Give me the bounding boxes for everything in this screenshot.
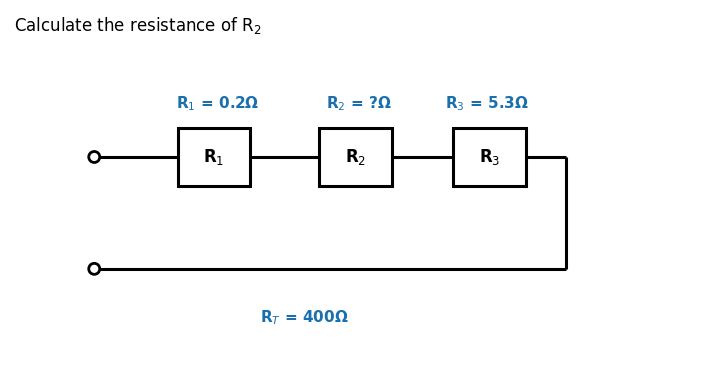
- FancyBboxPatch shape: [319, 128, 392, 186]
- Text: R$_3$ = 5.3Ω: R$_3$ = 5.3Ω: [445, 94, 529, 113]
- FancyBboxPatch shape: [453, 128, 526, 186]
- Text: R$_1$: R$_1$: [203, 147, 225, 167]
- Text: R$_1$ = 0.2Ω: R$_1$ = 0.2Ω: [175, 94, 260, 113]
- Ellipse shape: [88, 152, 100, 162]
- Text: R$_2$: R$_2$: [344, 147, 366, 167]
- Text: R$_T$ = 400Ω: R$_T$ = 400Ω: [260, 308, 349, 327]
- Text: R$_3$: R$_3$: [478, 147, 500, 167]
- Text: Calculate the resistance of R$_2$: Calculate the resistance of R$_2$: [14, 15, 262, 36]
- Ellipse shape: [88, 263, 100, 274]
- Text: R$_2$ = ?Ω: R$_2$ = ?Ω: [326, 94, 392, 113]
- FancyBboxPatch shape: [178, 128, 250, 186]
